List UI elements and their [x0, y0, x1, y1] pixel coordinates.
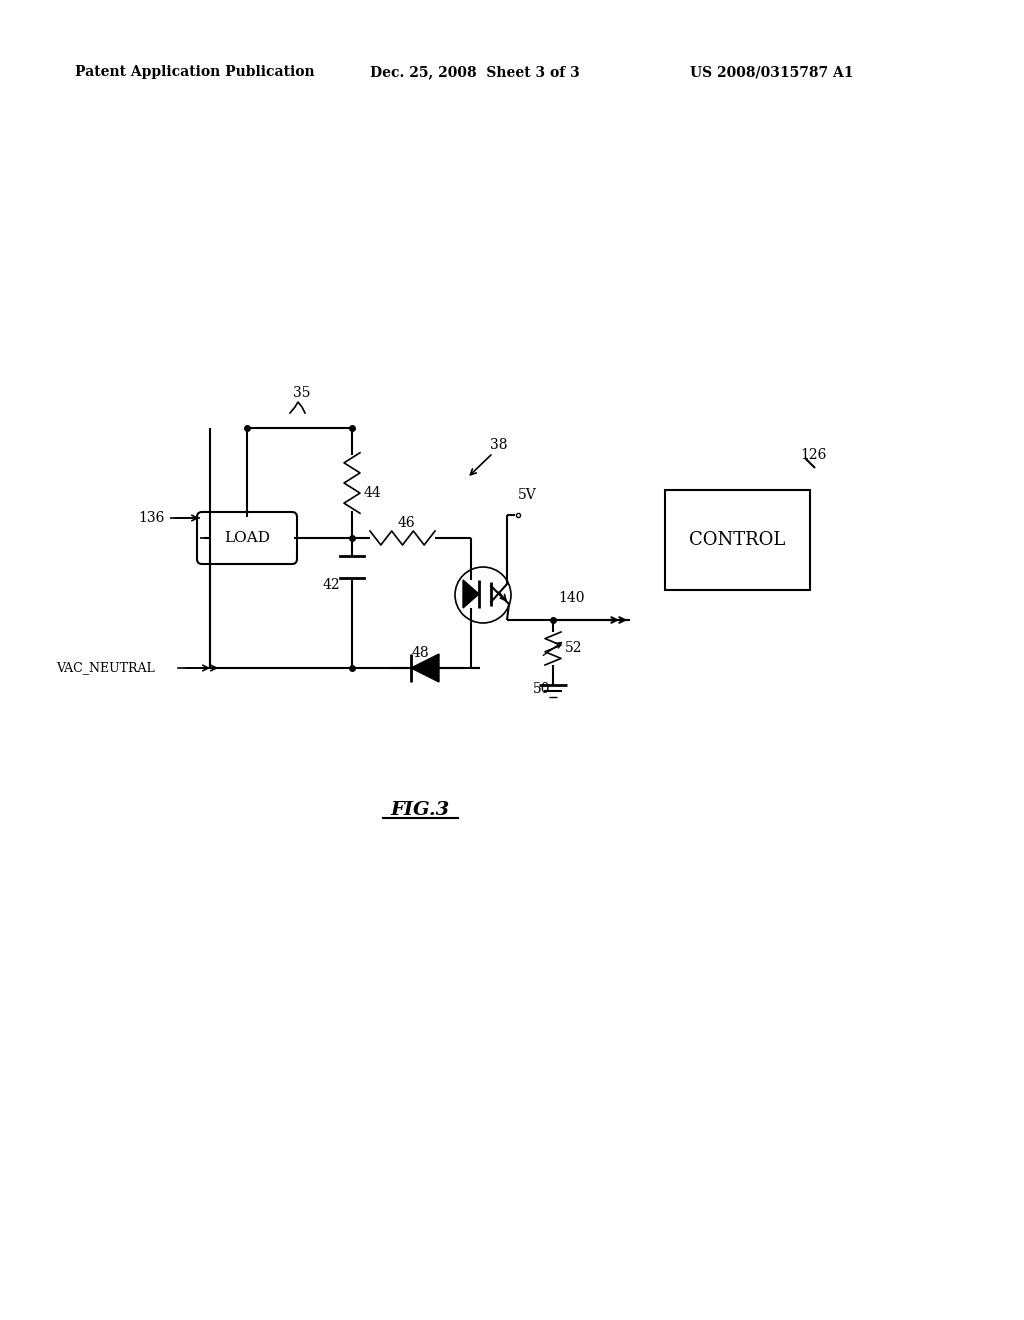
Text: 48: 48 [412, 645, 429, 660]
Text: 35: 35 [293, 385, 310, 400]
FancyBboxPatch shape [197, 512, 297, 564]
Polygon shape [463, 579, 479, 609]
Text: VAC_NEUTRAL: VAC_NEUTRAL [56, 661, 155, 675]
Text: 38: 38 [490, 438, 508, 451]
Text: US 2008/0315787 A1: US 2008/0315787 A1 [690, 65, 853, 79]
Text: 136: 136 [138, 511, 165, 525]
Text: LOAD: LOAD [224, 531, 270, 545]
Text: 44: 44 [364, 486, 382, 500]
Text: 52: 52 [565, 642, 583, 656]
Text: 140: 140 [558, 591, 585, 605]
Text: CONTROL: CONTROL [689, 531, 785, 549]
Text: 46: 46 [398, 516, 416, 531]
Polygon shape [411, 653, 439, 682]
Text: 42: 42 [323, 578, 340, 591]
FancyBboxPatch shape [665, 490, 810, 590]
Text: Patent Application Publication: Patent Application Publication [75, 65, 314, 79]
Text: 50: 50 [532, 682, 550, 696]
Text: Dec. 25, 2008  Sheet 3 of 3: Dec. 25, 2008 Sheet 3 of 3 [370, 65, 580, 79]
Text: 5V: 5V [518, 488, 537, 502]
Text: FIG.3: FIG.3 [390, 801, 450, 818]
Text: 126: 126 [800, 447, 826, 462]
